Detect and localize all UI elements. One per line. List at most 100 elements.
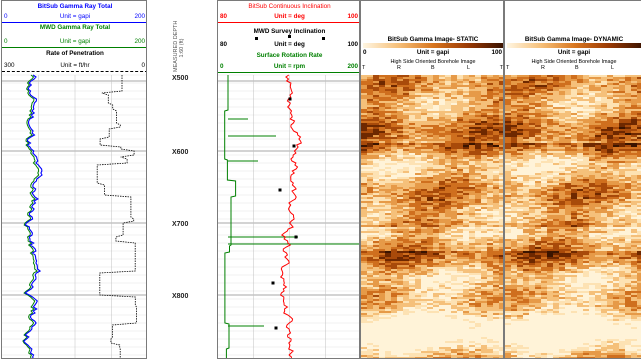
image-pixel xyxy=(403,195,409,197)
image-pixel xyxy=(367,321,373,323)
image-subtitle-dynamic: High Side Oriented Borehole Image xyxy=(531,59,617,65)
image-pixel xyxy=(511,125,517,127)
orient-top-label: T xyxy=(499,65,503,71)
image-pixel xyxy=(391,263,397,265)
image-pixel xyxy=(499,99,503,101)
image-pixel xyxy=(445,265,451,267)
image-pixel xyxy=(451,289,457,291)
image-pixel xyxy=(559,185,565,187)
image-pixel xyxy=(361,167,367,169)
image-pixel xyxy=(397,143,403,145)
image-pixel xyxy=(379,317,385,319)
image-pixel xyxy=(451,301,457,303)
image-pixel xyxy=(427,311,433,313)
image-pixel xyxy=(475,313,481,315)
image-pixel xyxy=(439,175,445,177)
image-pixel xyxy=(397,153,403,155)
image-pixel xyxy=(415,241,421,243)
image-pixel xyxy=(475,155,481,157)
image-pixel xyxy=(475,225,481,227)
image-pixel xyxy=(373,319,379,321)
image-pixel xyxy=(463,125,469,127)
image-pixel xyxy=(529,115,535,117)
image-pixel xyxy=(385,155,391,157)
image-pixel xyxy=(361,75,367,77)
image-pixel xyxy=(631,177,637,179)
image-pixel xyxy=(469,135,475,137)
image-pixel xyxy=(475,267,481,269)
image-pixel xyxy=(361,287,367,289)
image-title-static: BitSub Gamma Image- STATIC xyxy=(387,36,479,43)
image-pixel xyxy=(541,81,547,83)
image-pixel xyxy=(637,181,641,183)
image-pixel xyxy=(613,127,619,129)
image-pixel xyxy=(613,175,619,177)
image-pixel xyxy=(601,193,607,195)
image-pixel xyxy=(475,75,481,77)
image-pixel xyxy=(481,297,487,299)
image-pixel xyxy=(475,277,481,279)
image-pixel xyxy=(463,83,469,85)
image-pixel xyxy=(619,151,625,153)
image-pixel xyxy=(421,199,427,201)
image-pixel xyxy=(499,257,503,259)
image-pixel xyxy=(457,101,463,103)
image-pixel xyxy=(379,83,385,85)
image-pixel xyxy=(439,195,445,197)
image-pixel xyxy=(373,103,379,105)
image-pixel xyxy=(631,169,637,171)
image-pixel xyxy=(409,195,415,197)
image-pixel xyxy=(463,101,469,103)
image-pixel xyxy=(499,265,503,267)
image-pixel xyxy=(637,93,641,95)
image-pixel xyxy=(493,325,499,327)
image-pixel xyxy=(505,101,511,103)
image-pixel xyxy=(475,109,481,111)
image-pixel xyxy=(463,285,469,287)
image-pixel xyxy=(505,123,511,125)
image-pixel xyxy=(499,333,503,335)
image-pixel xyxy=(439,353,445,355)
image-pixel xyxy=(421,183,427,185)
image-pixel xyxy=(631,147,637,149)
image-pixel xyxy=(463,343,469,345)
image-pixel xyxy=(367,121,373,123)
image-pixel xyxy=(541,87,547,89)
image-pixel xyxy=(415,337,421,339)
image-pixel xyxy=(547,161,553,163)
image-pixel xyxy=(547,77,553,79)
image-pixel xyxy=(529,181,535,183)
image-pixel xyxy=(523,85,529,87)
image-pixel xyxy=(379,283,385,285)
image-pixel xyxy=(529,107,535,109)
image-pixel xyxy=(625,157,631,159)
image-pixel xyxy=(379,189,385,191)
image-pixel xyxy=(559,101,565,103)
image-pixel xyxy=(445,81,451,83)
image-pixel xyxy=(409,107,415,109)
image-pixel xyxy=(367,311,373,313)
image-pixel xyxy=(373,347,379,349)
image-pixel xyxy=(457,231,463,233)
image-pixel xyxy=(565,155,571,157)
image-pixel xyxy=(613,103,619,105)
image-pixel xyxy=(601,119,607,121)
image-pixel xyxy=(361,183,367,185)
image-pixel xyxy=(391,153,397,155)
image-pixel xyxy=(481,351,487,353)
image-pixel xyxy=(403,149,409,151)
image-pixel xyxy=(433,309,439,311)
image-pixel xyxy=(493,117,499,119)
image-pixel xyxy=(403,259,409,261)
image-pixel xyxy=(403,77,409,79)
image-pixel xyxy=(487,279,493,281)
image-pixel xyxy=(511,109,517,111)
image-pixel xyxy=(487,261,493,263)
image-pixel xyxy=(535,85,541,87)
image-pixel xyxy=(487,75,493,77)
image-pixel xyxy=(403,337,409,339)
image-pixel xyxy=(601,83,607,85)
image-pixel xyxy=(571,75,577,77)
image-pixel xyxy=(631,85,637,87)
image-pixel xyxy=(427,173,433,175)
